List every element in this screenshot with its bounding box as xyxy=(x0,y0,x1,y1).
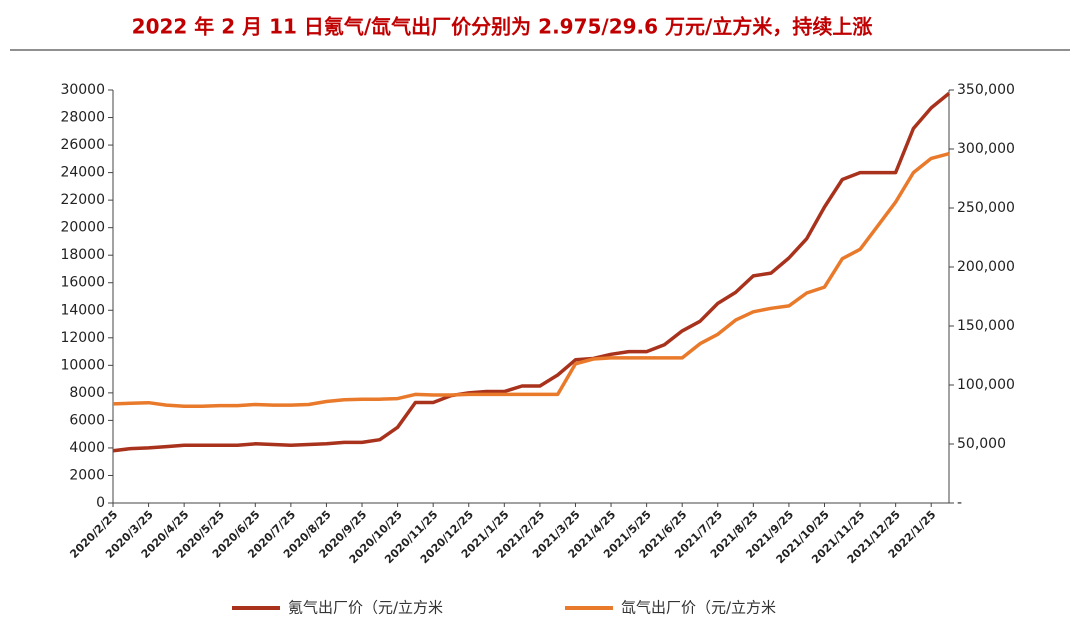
y-tick-label: 26000 xyxy=(60,137,105,153)
y-tick-label: 4000 xyxy=(69,440,105,456)
y-tick-label: 18000 xyxy=(60,247,105,263)
y-tick-label: 22000 xyxy=(60,192,105,208)
y2-tick-label: 50,000 xyxy=(957,436,1006,452)
series-line xyxy=(112,92,951,453)
chart-title: 2022 年 2 月 11 日氪气/氙气出厂价分别为 2.975/29.6 万元… xyxy=(132,15,873,39)
series-line xyxy=(112,152,950,408)
y2-tick-label: - xyxy=(957,495,962,511)
y-tick-label: 24000 xyxy=(60,165,105,181)
y-tick-label: 20000 xyxy=(60,220,105,236)
y-tick-label: 12000 xyxy=(60,330,105,346)
y-tick-label: 10000 xyxy=(60,357,105,373)
y-tick-label: 30000 xyxy=(60,82,105,98)
legend-label: 氙气出厂价（元/立方米 xyxy=(621,599,776,617)
y-tick-label: 14000 xyxy=(60,302,105,318)
y2-tick-label: 250,000 xyxy=(957,200,1015,216)
y2-tick-label: 150,000 xyxy=(957,318,1015,334)
y2-tick-label: 100,000 xyxy=(957,377,1015,393)
y-tick-label: 0 xyxy=(96,495,105,511)
y-tick-label: 8000 xyxy=(69,385,105,401)
y-tick-label: 2000 xyxy=(69,467,105,483)
y2-tick-label: 350,000 xyxy=(957,82,1015,98)
y-tick-label: 16000 xyxy=(60,275,105,291)
y2-tick-label: 300,000 xyxy=(957,141,1015,157)
legend-label: 氪气出厂价（元/立方米 xyxy=(288,599,443,617)
y2-tick-label: 200,000 xyxy=(957,259,1015,275)
y-tick-label: 6000 xyxy=(69,412,105,428)
y-tick-label: 28000 xyxy=(60,110,105,126)
